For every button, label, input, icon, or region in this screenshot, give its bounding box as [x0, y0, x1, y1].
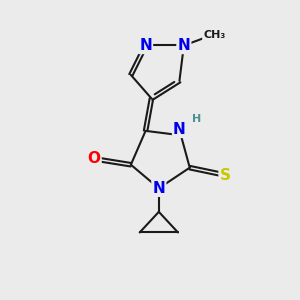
- Text: N: N: [139, 38, 152, 53]
- Text: H: H: [192, 114, 201, 124]
- Text: N: N: [178, 38, 190, 53]
- Text: N: N: [152, 181, 165, 196]
- Text: O: O: [88, 151, 100, 166]
- Text: S: S: [220, 167, 231, 182]
- Text: CH₃: CH₃: [203, 30, 225, 40]
- Text: N: N: [173, 122, 186, 137]
